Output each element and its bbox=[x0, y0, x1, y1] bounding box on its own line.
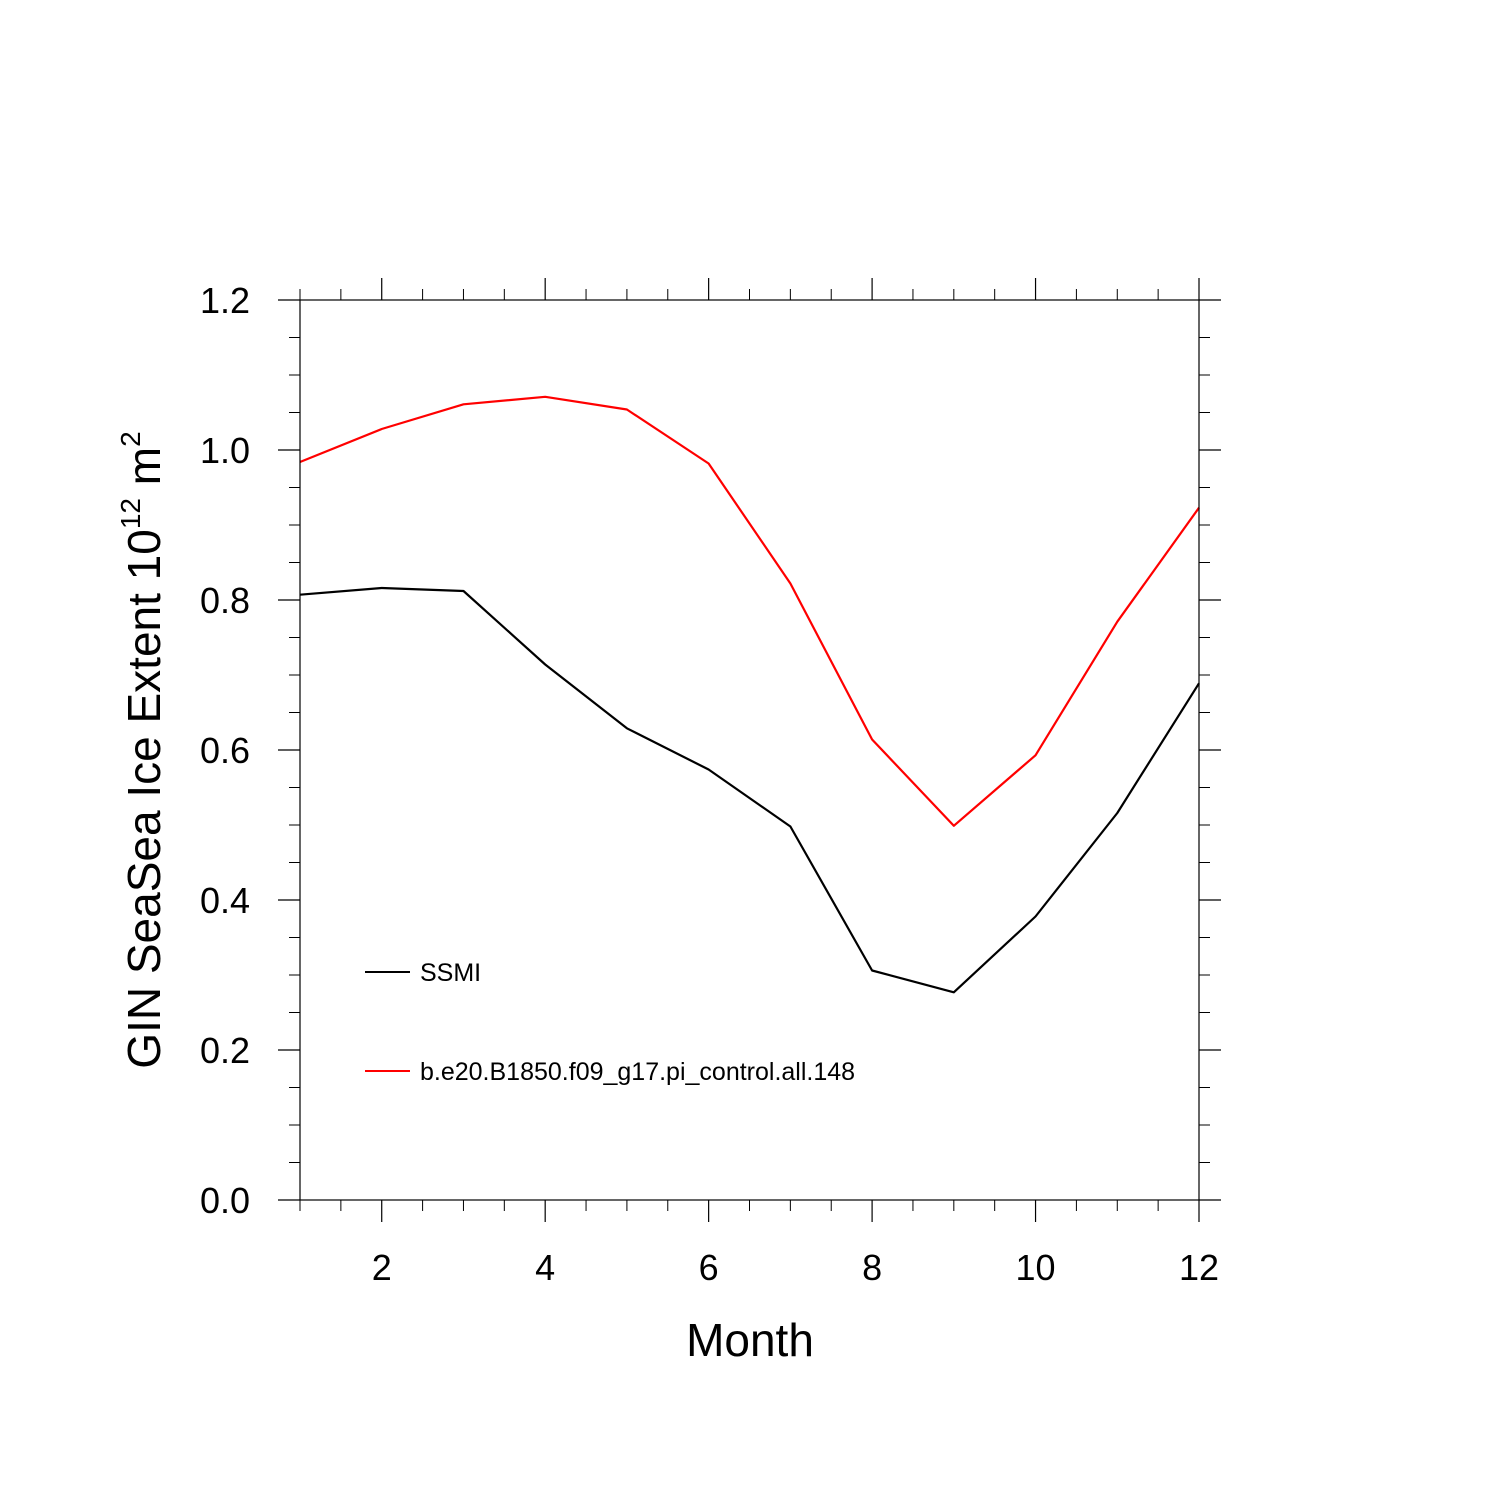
x-tick-label: 2 bbox=[372, 1247, 392, 1288]
y-tick-label: 0.4 bbox=[200, 880, 250, 921]
y-tick-label: 0.2 bbox=[200, 1030, 250, 1071]
y-tick-label: 0.8 bbox=[200, 580, 250, 621]
minor-ticks bbox=[289, 289, 1210, 1211]
y-tick-label: 1.0 bbox=[200, 430, 250, 471]
y-axis-label-exp2: 2 bbox=[115, 431, 146, 447]
series-line-model bbox=[299, 395, 1200, 827]
y-axis-label: GIN SeaSea Ice Extent 1012 m2 bbox=[115, 431, 170, 1068]
series-line-ssmi bbox=[299, 586, 1200, 994]
y-axis-label-base: GIN SeaSea Ice Extent 10 bbox=[118, 529, 170, 1069]
y-tick-label: 1.2 bbox=[200, 280, 250, 321]
plot-frame bbox=[299, 299, 1200, 1201]
y-tick-label: 0.6 bbox=[200, 730, 250, 771]
major-ticks bbox=[278, 278, 1221, 1222]
legend: SSMI b.e20.B1850.f09_g17.pi_control.all.… bbox=[365, 959, 855, 1086]
y-tick-label: 0.0 bbox=[200, 1180, 250, 1221]
legend-label-model: b.e20.B1850.f09_g17.pi_control.all.148 bbox=[420, 1058, 855, 1086]
legend-label-ssmi: SSMI bbox=[420, 959, 481, 987]
series-lines bbox=[299, 395, 1200, 994]
x-tick-label: 10 bbox=[1016, 1247, 1056, 1288]
x-tick-label: 12 bbox=[1179, 1247, 1219, 1288]
y-axis-label-exp1: 12 bbox=[115, 498, 146, 529]
x-tick-label: 6 bbox=[699, 1247, 719, 1288]
x-tick-label: 8 bbox=[862, 1247, 882, 1288]
y-axis-label-mid: m bbox=[118, 447, 170, 498]
x-tick-label: 4 bbox=[535, 1247, 555, 1288]
x-axis-label: Month bbox=[686, 1314, 814, 1366]
tick-labels: 2 4 6 8 10 12 0.0 0.2 0.4 0.6 0.8 1.0 1.2 bbox=[200, 280, 1219, 1288]
